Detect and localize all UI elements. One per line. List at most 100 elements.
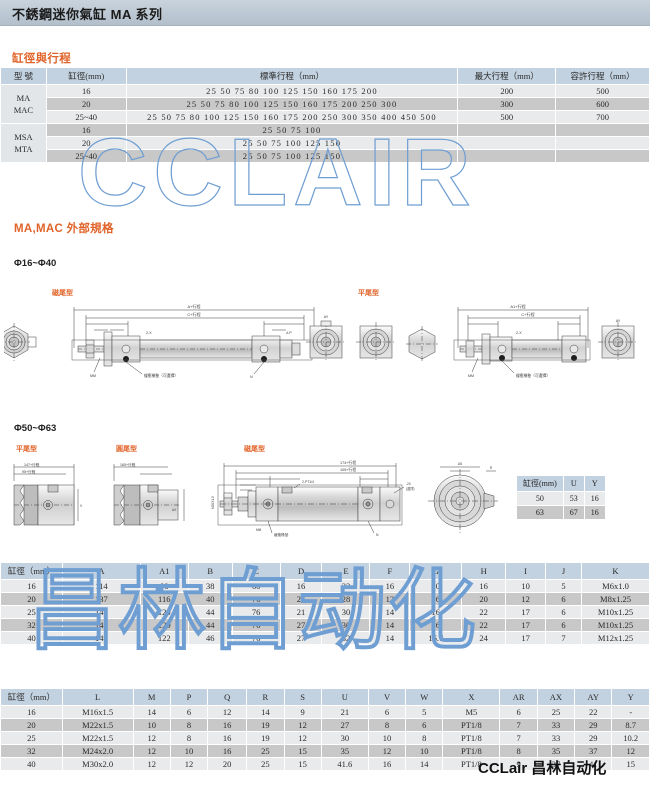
- dim1-col-2: A1: [139, 562, 189, 580]
- u-cell: 67: [562, 505, 585, 520]
- dim1-cell-r4-c8: 16.7: [409, 631, 463, 645]
- dim2-cell-r1-c13: 29: [574, 718, 613, 732]
- svg-text:N: N: [250, 375, 253, 379]
- allow-stroke-cell: [555, 149, 650, 163]
- dim2-cell-r3-c10: PT1/8: [442, 744, 501, 758]
- dim1-col-12: K: [580, 562, 650, 580]
- bore-cell: 25~40: [45, 110, 127, 124]
- dim2-cell-r3-c12: 35: [536, 744, 576, 758]
- dim1-cell-r2-c12: M10x1.25: [580, 605, 650, 619]
- dim1-cell-r4-c6: 32: [321, 631, 371, 645]
- svg-text:MM: MM: [90, 374, 96, 378]
- dim2-cell-r1-c14: 8.7: [611, 718, 650, 732]
- dim1-cell-r3-c3: 44: [187, 618, 233, 632]
- dim1-cell-r1-c10: 12: [505, 592, 547, 606]
- table-row: 25~40 25 50 75 100 125 150: [1, 149, 650, 163]
- dim2-cell-r3-c6: 15: [283, 744, 322, 758]
- table-header-row: 缸徑（mm） A A1 B C D E F G H I J K: [0, 562, 650, 580]
- dim1-col-10: I: [505, 562, 547, 580]
- dim2-cell-r2-c12: 33: [536, 731, 576, 745]
- dim1-cell-r2-c7: 14: [369, 605, 411, 619]
- stroke-cell: 25 50 75 100 125 150: [125, 149, 459, 163]
- svg-text:(選擇): (選擇): [406, 486, 415, 491]
- stroke-cell: 25 50 75 80 100 125 150 160 175 200: [125, 84, 459, 98]
- dim2-cell-r3-c13: 37: [574, 744, 613, 758]
- table-row: 20 137 116 40 76 21 28 12 16 20 12 6 M8x1.25: [0, 592, 650, 606]
- allow-stroke-cell: 700: [555, 110, 650, 124]
- dim1-cell-r4-c11: 7: [545, 631, 582, 645]
- dim2-cell-r3-c7: 35: [320, 744, 369, 758]
- dimension-table-a-k: 缸徑（mm） A A1 B C D E F G H I J K 16 114 98 38 60 16 22 16 10 1…: [0, 562, 650, 645]
- dim2-cell-r4-c1: M30x2.0: [61, 757, 134, 771]
- dim2-cell-r0-c12: 25: [536, 705, 576, 719]
- svg-text:MM: MM: [256, 528, 262, 532]
- dim2-cell-r1-c4: 16: [207, 718, 248, 732]
- svg-text:緩衝橡墊（可選擇）: 緩衝橡墊（可選擇）: [516, 373, 550, 378]
- type-label-flat-tail-2: 平尾型: [16, 446, 37, 453]
- dim2-cell-r1-c5: 19: [246, 718, 285, 732]
- bore-stroke-table: 型 號 缸徑(mm) 標準行程（mm） 最大行程（mm） 容許行程（mm） MA…: [0, 67, 650, 163]
- dimension-table-l-y: 缸徑（mm） L M P Q R S U V W X AR AX AY Y 16 M16x1.5 14 6 12 14…: [0, 688, 650, 771]
- bore-cell: 20: [45, 136, 127, 150]
- table-header-row: 型 號 缸徑(mm) 標準行程（mm） 最大行程（mm） 容許行程（mm）: [0, 67, 650, 85]
- dim1-cell-r2-c6: 30: [321, 605, 371, 619]
- allow-stroke-cell: 600: [555, 97, 650, 111]
- svg-text:V: V: [80, 504, 83, 508]
- uy-mini-table: 缸徑(mm) U Y 50 53 16 63 67 16: [516, 475, 606, 520]
- dim2-cell-r3-c9: 10: [405, 744, 444, 758]
- dim1-cell-r4-c1: 149: [61, 631, 141, 645]
- dim2-col-7: U: [320, 688, 369, 706]
- dim1-col-3: B: [187, 562, 233, 580]
- dim2-cell-r4-c13: 41: [574, 757, 613, 771]
- col-bore: 缸徑(mm): [516, 475, 564, 492]
- dim1-cell-r4-c7: 14: [369, 631, 411, 645]
- max-stroke-cell: [457, 149, 557, 163]
- dim1-cell-r0-c7: 16: [369, 579, 411, 593]
- table-row: 25 141 120 44 76 21 30 14 16 22 17 6 M10x1.25: [0, 605, 650, 619]
- dim2-cell-r1-c3: 8: [169, 718, 209, 732]
- dim2-col-2: M: [132, 688, 171, 706]
- type-label-flat-tail-1: 平尾型: [358, 290, 379, 297]
- dim1-cell-r3-c6: 30: [321, 618, 371, 632]
- dim1-cell-r0-c1: 114: [61, 579, 141, 593]
- type-label-round-tail: 圓尾型: [116, 446, 137, 453]
- svg-text:165+行程: 165+行程: [120, 462, 136, 467]
- dim2-cell-r2-c0: 25: [0, 731, 63, 745]
- dim2-cell-r3-c0: 32: [0, 744, 63, 758]
- dim1-cell-r2-c11: 6: [545, 605, 582, 619]
- type-label-magnetic-tail-2: 磁尾型: [244, 446, 265, 453]
- dim2-col-1: L: [61, 688, 134, 706]
- svg-text:MM: MM: [468, 374, 474, 378]
- dim2-cell-r4-c6: 15: [283, 757, 322, 771]
- dim1-cell-r1-c8: 16: [409, 592, 463, 606]
- subheading-phi16-40: Φ16~Φ40: [14, 258, 57, 269]
- dim2-cell-r1-c12: 33: [536, 718, 576, 732]
- dim2-cell-r0-c3: 6: [169, 705, 209, 719]
- svg-text:緩衝橡墊（可選擇）: 緩衝橡墊（可選擇）: [144, 373, 178, 378]
- dim1-cell-r2-c8: 16: [409, 605, 463, 619]
- dim2-cell-r4-c3: 12: [169, 757, 209, 771]
- dim1-cell-r2-c3: 44: [187, 605, 233, 619]
- allow-stroke-cell: 500: [555, 84, 650, 98]
- table-row: 16 M16x1.5 14 6 12 14 9 21 6 5 M5 6 25 22-: [0, 705, 650, 719]
- subheading-phi50-63: Φ50~Φ63: [14, 423, 57, 434]
- svg-text:N: N: [376, 533, 379, 537]
- dim1-cell-r2-c4: 76: [231, 605, 281, 619]
- dim2-cell-r4-c5: 25: [246, 757, 285, 771]
- dim1-cell-r1-c9: 20: [461, 592, 507, 606]
- dim1-cell-r1-c12: M8x1.25: [580, 592, 650, 606]
- dim2-cell-r2-c9: 8: [405, 731, 444, 745]
- dim2-col-13: AY: [574, 688, 613, 706]
- dim2-cell-r3-c14: 12: [611, 744, 650, 758]
- dim2-cell-r3-c11: 8: [499, 744, 538, 758]
- dim1-cell-r3-c11: 6: [545, 618, 582, 632]
- dim2-cell-r1-c8: 8: [367, 718, 407, 732]
- dim2-cell-r2-c4: 16: [207, 731, 248, 745]
- dim2-cell-r3-c4: 16: [207, 744, 248, 758]
- dim1-cell-r0-c3: 38: [187, 579, 233, 593]
- dim2-cell-r4-c10: PT1/8: [442, 757, 501, 771]
- dim1-col-5: D: [279, 562, 323, 580]
- dim2-cell-r3-c3: 10: [169, 744, 209, 758]
- stroke-cell: 25 50 75 100: [125, 123, 459, 137]
- svg-text:AY: AY: [616, 319, 621, 323]
